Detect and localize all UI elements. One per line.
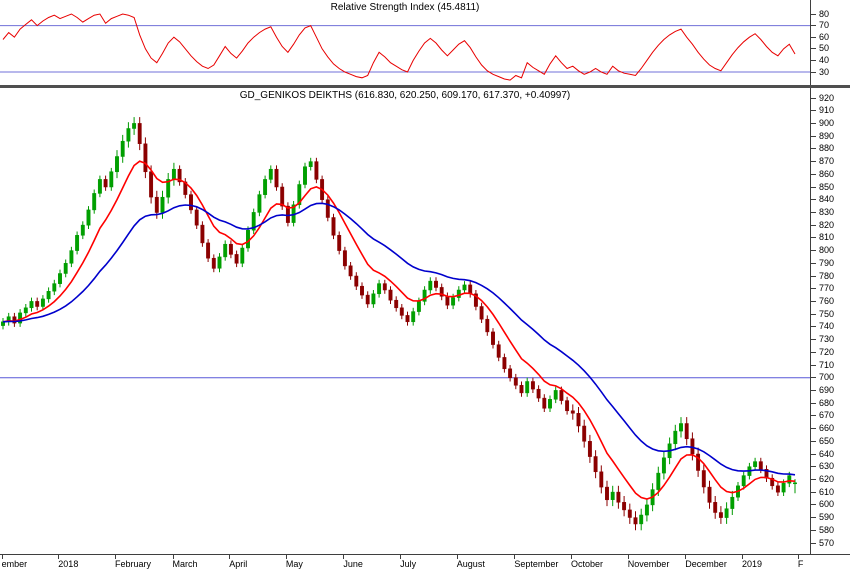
y-axis-tick-label: 760 (811, 296, 834, 307)
fast-moving-average-line (2, 160, 796, 500)
y-axis-tick-label: 70 (811, 20, 829, 31)
y-axis-tick-label: 570 (811, 538, 834, 549)
x-axis-label: September (514, 555, 559, 569)
panel-splitter[interactable] (0, 85, 850, 88)
price-chart (0, 117, 810, 531)
rsi-row: Relative Strength Index (45.4811) 80 70 60… (0, 0, 850, 85)
x-axis-label: February (115, 555, 152, 569)
y-axis-tick-label: 30 (811, 67, 829, 78)
y-axis-tick-label: 720 (811, 347, 834, 358)
y-axis-tick-label: 590 (811, 512, 834, 523)
y-axis-tick-label: 690 (811, 385, 834, 396)
slow-moving-average-line (2, 202, 796, 476)
rsi-line (2, 13, 796, 81)
y-axis-tick-label: 860 (811, 169, 834, 180)
y-axis-tick-label: 680 (811, 398, 834, 409)
x-axis-label: F (797, 555, 804, 569)
y-axis-tick-label: 630 (811, 461, 834, 472)
y-axis-tick-label: 650 (811, 436, 834, 447)
y-axis-tick-label: 820 (811, 220, 834, 231)
y-axis-tick-label: 80 (811, 9, 829, 20)
y-axis-tick-label: 580 (811, 525, 834, 536)
y-axis-tick-label: 750 (811, 309, 834, 320)
y-axis-tick-label: 670 (811, 410, 834, 421)
price-panel[interactable]: GD_GENIKOS DEIKTHS (616.830, 620.250, 60… (0, 88, 810, 554)
y-axis-tick-label: 660 (811, 423, 834, 434)
y-axis-tick-label: 710 (811, 360, 834, 371)
y-axis-tick-label: 910 (811, 105, 834, 116)
x-axis-label: November (627, 555, 670, 569)
y-axis-tick-label: 780 (811, 271, 834, 282)
x-axis-label: March (172, 555, 198, 569)
price-row: GD_GENIKOS DEIKTHS (616.830, 620.250, 60… (0, 88, 850, 554)
y-axis-tick-label: 850 (811, 182, 834, 193)
y-axis-tick-label: 890 (811, 131, 834, 142)
rsi-y-axis: 80 70 60 50 40 30 (810, 0, 850, 85)
x-axis-label: June (343, 555, 363, 569)
y-axis-tick-label: 900 (811, 118, 834, 129)
y-axis-tick-label: 50 (811, 43, 829, 54)
rsi-panel[interactable]: Relative Strength Index (45.4811) (0, 0, 810, 85)
y-axis-tick-label: 620 (811, 474, 834, 485)
y-axis-tick-label: 60 (811, 32, 829, 43)
y-axis-tick-label: 700 (811, 372, 834, 383)
y-axis-tick-label: 830 (811, 207, 834, 218)
y-axis-tick-label: 800 (811, 245, 834, 256)
x-axis-label: April (229, 555, 248, 569)
price-y-axis: 920 910 900 890 880 870 860 850 840 830 820 810 800 7… (810, 88, 850, 554)
x-axis-label: 2018 (58, 555, 79, 569)
y-axis-tick-label: 840 (811, 194, 834, 205)
x-axis-label: August (456, 555, 485, 569)
y-axis-tick-label: 610 (811, 487, 834, 498)
y-axis-tick-label: 600 (811, 499, 834, 510)
time-axis: ember 2018 February March April May June July Au… (0, 555, 810, 572)
y-axis-tick-label: 740 (811, 321, 834, 332)
y-axis-tick-label: 870 (811, 156, 834, 167)
x-axis-label: 2019 (742, 555, 763, 569)
y-axis-tick-label: 770 (811, 283, 834, 294)
x-axis-label: July (400, 555, 417, 569)
x-axis-label: ember (1, 555, 28, 569)
y-axis-tick-label: 920 (811, 93, 834, 104)
axis-corner (810, 555, 850, 572)
x-axis-label: December (685, 555, 727, 569)
x-axis-label: October (571, 555, 604, 569)
rsi-chart (0, 13, 810, 81)
y-axis-tick-label: 40 (811, 55, 829, 66)
y-axis-tick-label: 730 (811, 334, 834, 345)
y-axis-tick-label: 790 (811, 258, 834, 269)
x-axis-label: May (285, 555, 303, 569)
y-axis-tick-label: 640 (811, 449, 834, 460)
candles (1, 117, 797, 531)
y-axis-tick-label: 880 (811, 143, 834, 154)
time-axis-row: ember 2018 February March April May June July Au… (0, 554, 850, 572)
y-axis-tick-label: 810 (811, 232, 834, 243)
